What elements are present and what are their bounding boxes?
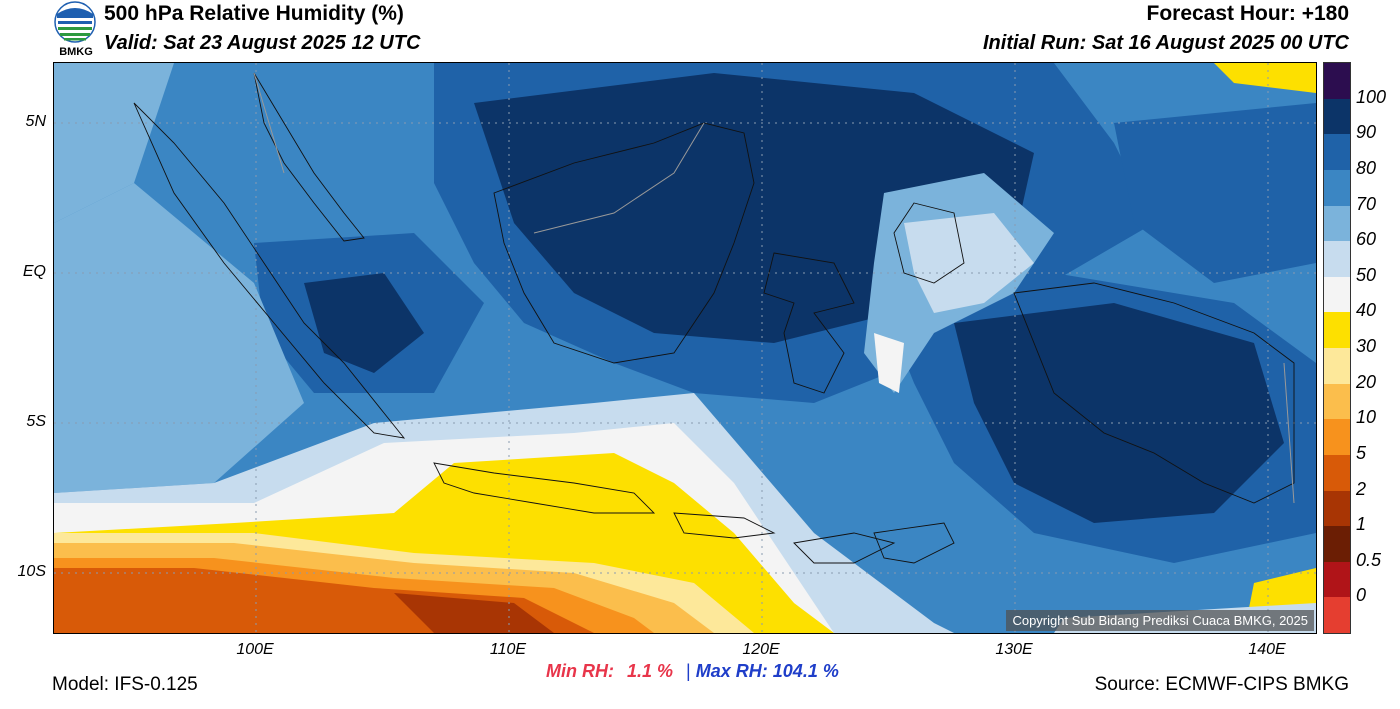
colorbar-segment [1324,526,1350,562]
colorbar-label: 30 [1356,336,1377,356]
source-label: Source: ECMWF-CIPS BMKG [1094,674,1349,695]
valid-time: Valid: Sat 23 August 2025 12 UTC [104,32,421,54]
lon-label-100e: 100E [236,641,274,658]
lon-label-140e: 140E [1248,641,1286,658]
min-rh-label: Min RH: [546,661,614,681]
lon-label-110e: 110E [489,641,527,658]
colorbar-label: 0.5 [1356,549,1382,570]
forecast-hour: Forecast Hour: +180 [1146,2,1350,25]
colorbar-segment [1324,63,1350,99]
colorbar-segment [1324,312,1350,348]
model-label: Model: IFS-0.125 [52,674,198,695]
colorbar-segment [1324,561,1350,598]
colorbar-label: 0 [1356,585,1367,606]
colorbar-segment [1324,169,1350,206]
colorbar-segment [1324,98,1350,135]
colorbar-segment [1324,383,1350,420]
bmkg-logo-icon [52,0,98,60]
lon-label-130e: 130E [995,641,1033,658]
colorbar-label: 60 [1356,229,1377,250]
humidity-map-svg [54,63,1316,633]
lat-label-5n: 5N [25,113,46,130]
colorbar-label: 80 [1356,157,1377,178]
colorbar-label: 2 [1356,478,1367,499]
copyright-note: Copyright Sub Bidang Prediksi Cuaca BMKG… [1006,610,1314,631]
colorbar-segment [1324,276,1350,313]
colorbar-label: 50 [1356,264,1377,285]
colorbar-label: 100 [1356,86,1387,107]
colorbar-segment [1324,348,1350,384]
colorbar-label: 40 [1356,300,1377,321]
lon-label-120e: 120E [742,641,780,658]
rh-stats: Min RH: 1.1 % | Max RH: 104.1 % [546,661,839,682]
initial-run: Initial Run: Sat 16 August 2025 00 UTC [982,32,1349,54]
colorbar-label: 10 [1356,407,1377,428]
colorbar-label: 70 [1356,193,1377,214]
max-rh-label: Max RH: [695,661,768,681]
colorbar-segment [1324,454,1350,491]
min-rh-value: 1.1 % [627,661,674,681]
chart-title: 500 hPa Relative Humidity (%) [104,2,404,25]
lat-label-5s: 5S [26,413,46,430]
colorbar-segment [1324,597,1350,633]
stats-separator: | [686,661,691,681]
colorbar-label: 20 [1356,371,1377,392]
colorbar-segment [1324,241,1350,277]
humidity-map [53,62,1317,634]
colorbar-segment [1324,134,1350,170]
colorbar-segment [1324,205,1350,242]
colorbar-segment [1324,490,1350,527]
lat-label-10s: 10S [17,563,46,580]
colorbar-label: 5 [1356,442,1367,463]
colorbar-label: 90 [1356,122,1377,143]
lat-label-eq: EQ [22,263,46,280]
colorbar [1323,62,1351,634]
logo-text: BMKG [59,46,93,58]
colorbar-label: 1 [1356,514,1367,535]
max-rh-value: 104.1 % [772,661,839,681]
colorbar-segment [1324,419,1350,455]
